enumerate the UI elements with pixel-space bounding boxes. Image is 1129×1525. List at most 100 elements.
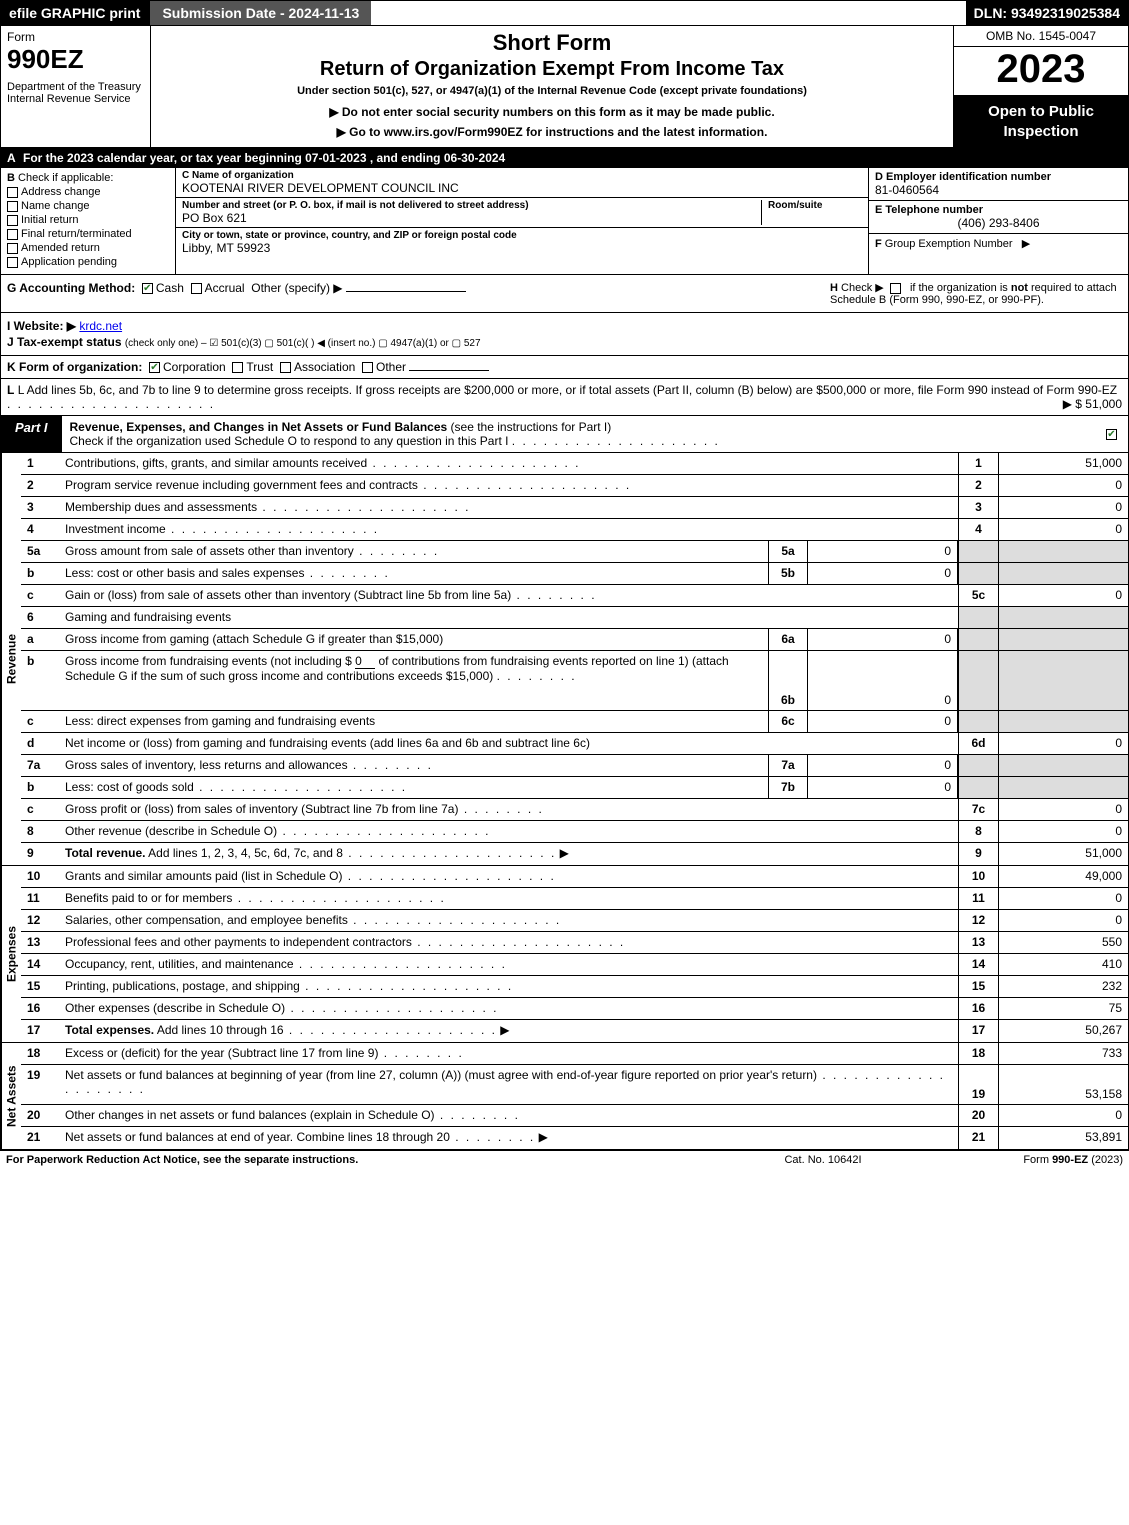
- line-19: 19 Net assets or fund balances at beginn…: [21, 1065, 1128, 1105]
- line-7b-grey2: [998, 777, 1128, 798]
- part-1-title: Revenue, Expenses, and Changes in Net As…: [70, 420, 448, 434]
- line-7b-desc: Less: cost of goods sold: [65, 780, 194, 794]
- line-13-desc: Professional fees and other payments to …: [65, 935, 412, 949]
- line-7a-desc: Gross sales of inventory, less returns a…: [65, 758, 348, 772]
- line-21-linno: 21: [958, 1127, 998, 1149]
- l-dots: [7, 397, 215, 411]
- chk-initial-return[interactable]: [7, 215, 18, 226]
- line-18: 18 Excess or (deficit) for the year (Sub…: [21, 1043, 1128, 1065]
- city-label: City or town, state or province, country…: [182, 230, 862, 241]
- website-link[interactable]: krdc.net: [79, 319, 122, 333]
- line-15-desc: Printing, publications, postage, and shi…: [65, 979, 300, 993]
- line-18-num: 18: [21, 1043, 61, 1064]
- line-7b: b Less: cost of goods sold 7b 0: [21, 777, 1128, 799]
- section-gh: G Accounting Method: Cash Accrual Other …: [0, 275, 1129, 313]
- line-13: 13 Professional fees and other payments …: [21, 932, 1128, 954]
- other-specify-line[interactable]: [346, 291, 466, 292]
- chk-cash[interactable]: [142, 283, 153, 294]
- line-3-num: 3: [21, 497, 61, 518]
- revenue-side-label: Revenue: [1, 453, 21, 865]
- chk-amended-return[interactable]: [7, 243, 18, 254]
- expenses-side-label: Expenses: [1, 866, 21, 1042]
- line-5a-grey1: [958, 541, 998, 562]
- lbl-other-org: Other: [376, 360, 406, 374]
- chk-final-return[interactable]: [7, 229, 18, 240]
- line-6a-desc: Gross income from gaming (attach Schedul…: [65, 632, 443, 646]
- line-1-linno: 1: [958, 453, 998, 474]
- lbl-initial-return: Initial return: [21, 214, 78, 226]
- header-middle: Short Form Return of Organization Exempt…: [151, 26, 953, 147]
- chk-accrual[interactable]: [191, 283, 202, 294]
- line-10-num: 10: [21, 866, 61, 887]
- footer-right: Form 990-EZ (2023): [923, 1154, 1123, 1166]
- line-16-desc: Other expenses (describe in Schedule O): [65, 1001, 285, 1015]
- line-10: 10 Grants and similar amounts paid (list…: [21, 866, 1128, 888]
- line-6b-desc1: Gross income from fundraising events (no…: [65, 654, 352, 668]
- section-k: K Form of organization: Corporation Trus…: [0, 356, 1129, 379]
- line-6a-sub: 6a: [768, 629, 808, 650]
- chk-other-org[interactable]: [362, 362, 373, 373]
- line-12-linno: 12: [958, 910, 998, 931]
- header-left: Form 990EZ Department of the Treasury In…: [1, 26, 151, 147]
- line-3-amt: 0: [998, 497, 1128, 518]
- line-21-amt: 53,891: [998, 1127, 1128, 1149]
- line-1-amt: 51,000: [998, 453, 1128, 474]
- line-16: 16 Other expenses (describe in Schedule …: [21, 998, 1128, 1020]
- line-13-amt: 550: [998, 932, 1128, 953]
- line-11-num: 11: [21, 888, 61, 909]
- header-right: OMB No. 1545-0047 2023 Open to Public In…: [953, 26, 1128, 147]
- col-b-header: Check if applicable:: [18, 172, 113, 184]
- line-6a-num: a: [21, 629, 61, 650]
- line-7b-num: b: [21, 777, 61, 798]
- line-11-desc: Benefits paid to or for members: [65, 891, 232, 905]
- goto-link[interactable]: ▶ Go to www.irs.gov/Form990EZ for instru…: [159, 125, 945, 139]
- line-7a-sub: 7a: [768, 755, 808, 776]
- line-6a-grey1: [958, 629, 998, 650]
- line-6b-grey2: [998, 651, 1128, 710]
- footer-left: For Paperwork Reduction Act Notice, see …: [6, 1154, 723, 1166]
- line-18-linno: 18: [958, 1043, 998, 1064]
- line-6b-num: b: [21, 651, 61, 710]
- addr-value: PO Box 621: [182, 211, 755, 225]
- line-6-grey1: [958, 607, 998, 628]
- chk-name-change[interactable]: [7, 201, 18, 212]
- other-org-line[interactable]: [409, 370, 489, 371]
- department-label: Department of the Treasury Internal Reve…: [7, 81, 144, 105]
- chk-address-change[interactable]: [7, 187, 18, 198]
- j-text: (check only one) ‒ ☑ 501(c)(3) ▢ 501(c)(…: [125, 338, 481, 349]
- line-5b-grey2: [998, 563, 1128, 584]
- line-14-num: 14: [21, 954, 61, 975]
- line-12-desc: Salaries, other compensation, and employ…: [65, 913, 348, 927]
- chk-application-pending[interactable]: [7, 257, 18, 268]
- form-label: Form: [7, 30, 144, 44]
- line-7c-desc: Gross profit or (loss) from sales of inv…: [65, 802, 458, 816]
- expenses-rows: 10 Grants and similar amounts paid (list…: [21, 866, 1128, 1042]
- line-19-linno: 19: [958, 1065, 998, 1104]
- line-11-linno: 11: [958, 888, 998, 909]
- line-5a: 5a Gross amount from sale of assets othe…: [21, 541, 1128, 563]
- line-6-num: 6: [21, 607, 61, 628]
- chk-trust[interactable]: [232, 362, 243, 373]
- addr-label: Number and street (or P. O. box, if mail…: [182, 200, 755, 211]
- line-16-linno: 16: [958, 998, 998, 1019]
- part-1-tab: Part I: [1, 416, 62, 452]
- part-1-check-text: Check if the organization used Schedule …: [70, 434, 509, 448]
- line-10-desc: Grants and similar amounts paid (list in…: [65, 869, 342, 883]
- lbl-address-change: Address change: [21, 186, 101, 198]
- line-5c-num: c: [21, 585, 61, 606]
- chk-schedule-b[interactable]: [890, 283, 901, 294]
- line-19-num: 19: [21, 1065, 61, 1104]
- chk-association[interactable]: [280, 362, 291, 373]
- chk-schedule-o-part1[interactable]: [1106, 429, 1117, 440]
- line-6-grey2: [998, 607, 1128, 628]
- efile-print-label[interactable]: efile GRAPHIC print: [1, 1, 148, 25]
- top-bar: efile GRAPHIC print Submission Date - 20…: [0, 0, 1129, 26]
- revenue-rows: 1 Contributions, gifts, grants, and simi…: [21, 453, 1128, 865]
- line-4: 4 Investment income 4 0: [21, 519, 1128, 541]
- chk-corporation[interactable]: [149, 362, 160, 373]
- bcdef-block: B Check if applicable: Address change Na…: [0, 168, 1129, 275]
- row-a-text: For the 2023 calendar year, or tax year …: [23, 151, 505, 165]
- ein-label: D Employer identification number: [875, 171, 1122, 183]
- line-7b-grey1: [958, 777, 998, 798]
- line-6b: b Gross income from fundraising events (…: [21, 651, 1128, 711]
